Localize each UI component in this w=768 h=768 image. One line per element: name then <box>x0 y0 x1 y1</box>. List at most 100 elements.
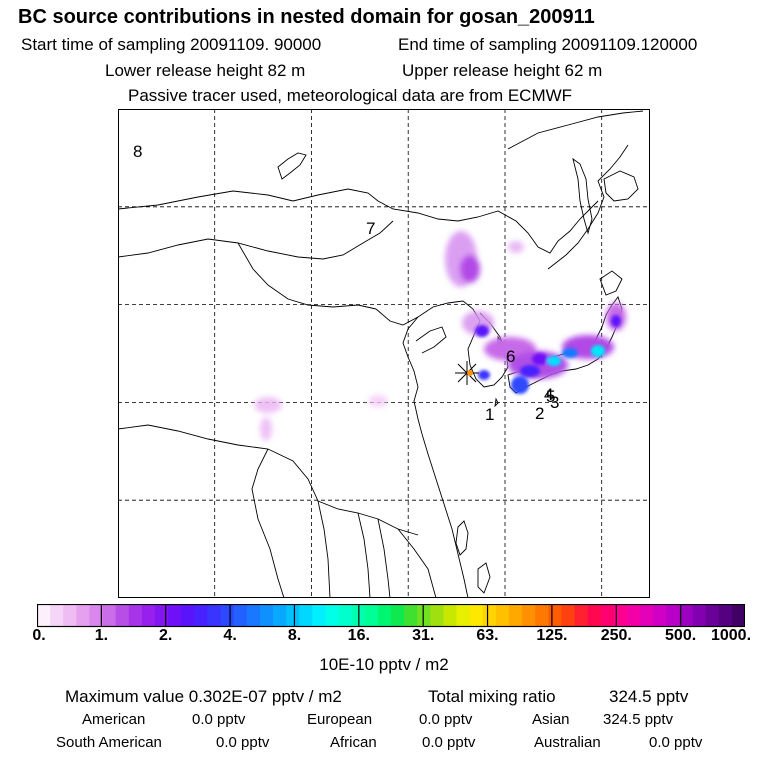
colorbar-tick-label: 0. <box>32 627 46 644</box>
colorbar-swatch <box>522 604 536 626</box>
colorbar-swatch <box>692 604 707 626</box>
chart-title: BC source contributions in nested domain… <box>18 6 595 28</box>
colorbar-tick-label: 8. <box>287 627 302 644</box>
colorbar-swatch <box>705 604 720 626</box>
colorbar-swatch <box>246 604 261 626</box>
african-value: 0.0 pptv <box>422 734 476 751</box>
colorbar-tick-label: 250. <box>600 627 632 644</box>
colorbar-swatch <box>286 604 300 626</box>
south-american-label: South American <box>56 734 162 751</box>
colorbar-tick-label: 31. <box>412 627 435 644</box>
colorbar-swatch <box>325 604 340 626</box>
colorbar-tick-label: 1. <box>94 627 109 644</box>
colorbar-swatch <box>194 604 209 626</box>
region-label-5: 5 <box>546 387 555 406</box>
asian-label: Asian <box>532 711 570 728</box>
colorbar-swatch <box>207 604 222 626</box>
region-label-2: 2 <box>535 404 544 423</box>
colorbar-swatch <box>731 604 745 626</box>
colorbar-tick-label: 500. <box>665 627 697 644</box>
lat-lon-grid <box>118 109 650 598</box>
colorbar-swatch <box>640 604 654 626</box>
receptor-marker <box>455 361 479 385</box>
asian-value: 324.5 pptv <box>603 711 674 728</box>
colorbar-swatch <box>364 604 379 626</box>
map-frame <box>118 109 650 598</box>
colorbar-swatch <box>233 604 248 626</box>
colorbar-swatch <box>613 604 628 626</box>
colorbar-tick-label: 1000. <box>710 627 752 644</box>
total-mixing-value: 324.5 pptv <box>609 687 689 706</box>
map-panel: 1 2 3 4 5 6 7 8 <box>118 109 650 598</box>
colorbar-swatch <box>666 604 681 626</box>
colorbar-swatch <box>443 604 458 626</box>
colorbar-swatch <box>509 604 523 626</box>
tracer-note: Passive tracer used, meteorological data… <box>128 86 573 105</box>
region-label-7: 7 <box>366 219 375 238</box>
colorbar-swatch <box>63 604 77 626</box>
colorbar-swatch <box>102 604 117 626</box>
colorbar-swatch <box>155 604 169 626</box>
american-label: American <box>82 711 146 728</box>
australian-value: 0.0 pptv <box>649 734 703 751</box>
colorbar-swatch <box>128 604 143 626</box>
colorbar-swatch <box>430 604 445 626</box>
colorbar-tick-label: 2. <box>159 627 173 644</box>
colorbar-swatch <box>391 604 405 626</box>
region-label-3: 3 <box>550 393 559 412</box>
colorbar-swatch <box>587 604 602 626</box>
colorbar-swatch <box>456 604 471 626</box>
region-label-8: 8 <box>133 142 142 161</box>
colorbar-swatch <box>141 604 156 626</box>
colorbar-tick-label: 63. <box>476 627 499 644</box>
colorbar-swatch <box>338 604 353 626</box>
european-label: European <box>307 711 373 728</box>
colorbar-swatch <box>273 604 287 626</box>
colorbar-swatch <box>312 604 327 626</box>
colorbar-swatch <box>679 604 694 626</box>
colorbar-swatch <box>627 604 641 626</box>
contribution-field <box>254 231 626 441</box>
total-mixing-label: Total mixing ratio <box>428 687 556 706</box>
european-value: 0.0 pptv <box>419 711 473 728</box>
colorbar-swatch <box>548 604 563 626</box>
australian-label: Australian <box>534 734 601 751</box>
colorbar-swatch <box>482 604 497 626</box>
max-value: Maximum value 0.302E-07 pptv / m2 <box>65 687 342 706</box>
colorbar-swatch <box>37 604 51 626</box>
colorbar-swatch <box>299 604 313 626</box>
colorbar-swatch <box>469 604 484 626</box>
colorbar-swatch <box>718 604 733 626</box>
colorbar-tick-label: 4. <box>223 627 237 644</box>
colorbar-swatch <box>50 604 64 626</box>
colorbar-swatch <box>404 604 418 626</box>
colorbar-swatch <box>377 604 392 626</box>
african-label: African <box>330 734 377 751</box>
american-value: 0.0 pptv <box>192 711 246 728</box>
colorbar-unit: 10E-10 pptv / m2 <box>319 655 449 674</box>
colorbar-swatch <box>259 604 274 626</box>
colorbar-swatch <box>220 604 235 626</box>
colorbar-swatch <box>417 604 431 626</box>
colorbar-swatch <box>535 604 549 626</box>
colorbar-swatch <box>89 604 104 626</box>
colorbar-swatch <box>600 604 615 626</box>
colorbar-swatch <box>653 604 667 626</box>
colorbar-swatch <box>181 604 195 626</box>
region-label-6: 6 <box>506 347 515 366</box>
colorbar-swatch <box>115 604 130 626</box>
region-label-1: 1 <box>485 405 494 424</box>
end-time: End time of sampling 20091109.120000 <box>398 35 698 54</box>
colorbar-tick-label: 125. <box>536 627 568 644</box>
colorbar-swatch <box>574 604 589 626</box>
region-label-4: 4 <box>544 385 553 404</box>
colorbar-swatch <box>561 604 576 626</box>
start-time: Start time of sampling 20091109. 90000 <box>21 35 322 54</box>
colorbar-tick-label: 16. <box>347 627 370 644</box>
colorbar-swatch <box>495 604 510 626</box>
colorbar <box>37 604 745 628</box>
colorbar-swatch <box>76 604 91 626</box>
south-american-value: 0.0 pptv <box>216 734 270 751</box>
lower-release-height: Lower release height 82 m <box>105 61 306 80</box>
colorbar-swatch <box>168 604 182 626</box>
